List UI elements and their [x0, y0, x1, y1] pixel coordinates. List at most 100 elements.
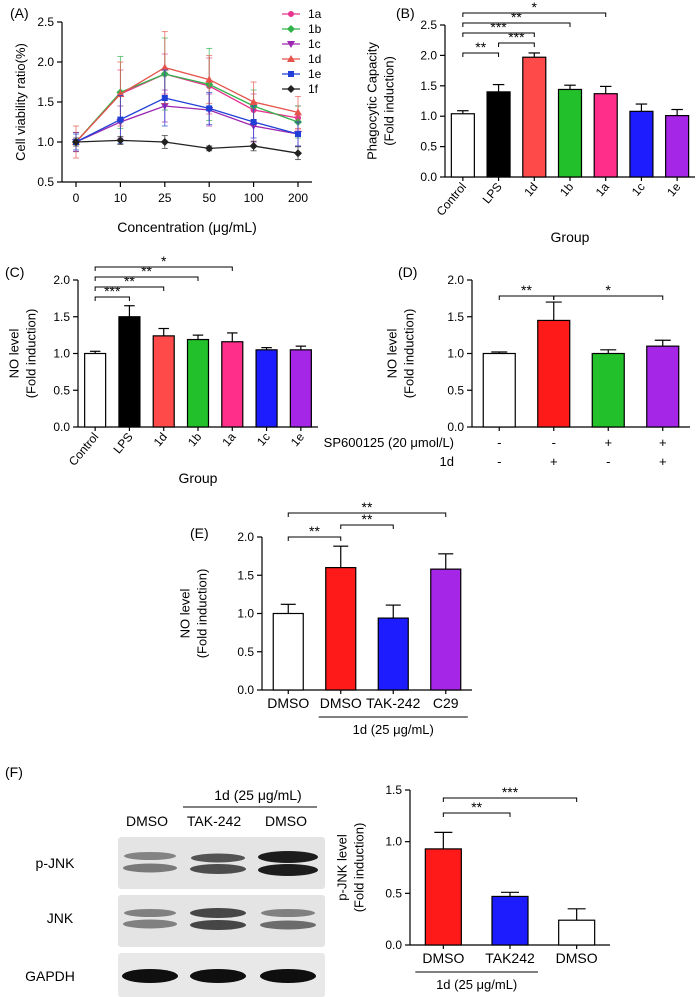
chart-e-bar — [430, 568, 462, 691]
chart-a-point — [72, 138, 80, 146]
chart-a-point — [294, 108, 302, 116]
chart-d-bar — [482, 352, 516, 428]
chart-a-point — [249, 98, 258, 105]
chart-c-sig-label: *** — [104, 283, 121, 299]
chart-a-point — [205, 75, 214, 83]
chart-f-x-tick-label: DMSO — [422, 950, 464, 966]
blot-row-pjnk: p-JNK — [36, 855, 76, 871]
chart-a-legend-label: 1e — [308, 67, 322, 81]
chart-a-y-tick-label: 1.5 — [37, 95, 54, 109]
chart-a-point — [160, 138, 169, 146]
chart-f-x-tick-label: TAK242 — [485, 950, 535, 966]
chart-d-sig-label: ** — [521, 282, 532, 298]
chart-a-point — [160, 63, 169, 71]
chart-c-x-tick-label: 1c — [254, 430, 273, 449]
chart-a-x-tick-label: 0 — [73, 191, 80, 205]
panel-b-bar-chart: (B) 0.0 0.5 1.0 1.5 2.0 2.5 Phagocytic Capacit… — [365, 0, 695, 245]
chart-c-x-tick-label: Control — [66, 430, 102, 469]
panel-label-a: (A) — [10, 5, 29, 21]
chart-b-y-tick-label: 1.0 — [420, 109, 437, 123]
chart-b-bar — [486, 91, 511, 178]
chart-b-sig-label: * — [532, 0, 538, 15]
chart-e-sig-bracket — [287, 512, 447, 517]
chart-a-legend-marker — [287, 41, 295, 48]
chart-a-y-label: Cell viability ratio(%) — [13, 43, 28, 161]
chart-d-y-tick-label: 1.5 — [447, 310, 464, 324]
chart-a-series-line — [75, 66, 299, 143]
chart-c-y-tick-label: 1.5 — [53, 310, 70, 324]
panel-label-d: (D) — [398, 264, 417, 280]
chart-b-bar — [593, 93, 618, 178]
chart-f-sig-bracket — [442, 797, 578, 802]
panel-e-bar-chart: (E) 0.0 0.5 1.0 1.5 2.0 NO level (Fold inducti… — [178, 499, 472, 737]
chart-c-y-tick-label: 0.0 — [53, 420, 70, 434]
chart-f-sig-label: *** — [502, 784, 519, 800]
blot-lane-3: DMSO — [265, 813, 307, 829]
chart-c-bar — [152, 335, 175, 428]
chart-c-x-tick-label: 1d — [151, 430, 170, 449]
chart-f-sig-bracket — [442, 812, 511, 817]
chart-a-x-tick-label: 10 — [114, 191, 128, 205]
chart-d-y-label: (Fold induction) — [402, 309, 417, 399]
chart-a-point — [161, 95, 168, 101]
chart-e-y-tick-label: 1.5 — [237, 568, 254, 582]
chart-d-bar — [646, 345, 680, 428]
chart-d-condition-value: + — [604, 435, 612, 450]
chart-d-bar — [537, 319, 571, 428]
chart-b-sig-bracket — [462, 12, 607, 17]
chart-f-y-tick-label: 0.5 — [385, 886, 402, 900]
chart-e-sig-bracket — [287, 536, 342, 541]
chart-d-condition-value: - — [606, 454, 610, 469]
chart-e-x-tick-label: DMSO — [320, 695, 362, 711]
chart-b-sig-bracket — [498, 42, 535, 47]
chart-e-x-tick-label: TAK-242 — [366, 695, 420, 711]
chart-b-bar — [522, 56, 547, 178]
chart-e-sig-bracket — [340, 524, 394, 529]
chart-b-y-tick-label: 0.5 — [420, 140, 437, 154]
panel-label-f: (F) — [5, 764, 23, 780]
chart-f-group-label: 1d (25 μg/mL) — [436, 977, 517, 992]
chart-d-condition-value: - — [497, 454, 501, 469]
chart-e-bar — [377, 617, 409, 691]
chart-b-bar — [629, 110, 654, 178]
chart-f-y-tick-label: 0.0 — [385, 938, 402, 952]
chart-b-x-tick-label: 1b — [557, 180, 577, 199]
chart-a-x-tick-label: 50 — [203, 191, 217, 205]
chart-b-y-tick-label: 2.0 — [420, 48, 437, 62]
chart-a-legend-marker — [287, 25, 295, 33]
chart-e-x-tick-label: C29 — [433, 695, 459, 711]
chart-c-x-label: Group — [179, 470, 218, 486]
chart-b-bar — [557, 88, 583, 178]
chart-e-sig-label: ** — [362, 499, 373, 515]
chart-d-y-tick-label: 0.5 — [447, 383, 464, 397]
chart-c-sig-label: * — [161, 253, 167, 269]
chart-c-x-tick-label: 1b — [185, 430, 205, 449]
chart-b-y-tick-label: 0.0 — [420, 170, 437, 184]
chart-d-sig-bracket — [553, 295, 664, 300]
chart-a-point — [294, 149, 302, 158]
chart-a-y-tick-label: 2.5 — [37, 15, 54, 29]
chart-b-sig-label: *** — [508, 29, 525, 45]
chart-d-condition-value: + — [659, 435, 667, 450]
chart-c-x-tick-label: 1e — [288, 430, 308, 449]
chart-f-y-tick-label: 1.0 — [385, 835, 402, 849]
chart-c-sig-bracket — [94, 276, 199, 281]
chart-e-group-label: 1d (25 μg/mL) — [353, 722, 434, 737]
chart-c-sig-bracket — [94, 266, 233, 271]
chart-a-series-line — [75, 97, 299, 143]
chart-c-sig-bracket — [94, 286, 165, 291]
chart-b-sig-bracket — [462, 22, 571, 27]
chart-e-y-tick-label: 0.5 — [237, 645, 254, 659]
chart-a-y-tick-label: 0.5 — [37, 175, 54, 189]
chart-c-y-tick-label: 1.0 — [53, 347, 70, 361]
chart-b-bar — [665, 114, 690, 178]
chart-c-bar — [84, 352, 107, 428]
panel-f-bar-chart: 0.0 0.5 1.0 1.5 p-JNK level (Fold induction) D… — [335, 783, 610, 992]
chart-c-bar — [289, 349, 312, 428]
chart-a-series-line — [75, 73, 299, 143]
panel-label-b: (B) — [396, 5, 415, 21]
chart-d-y-tick-label: 1.0 — [447, 347, 464, 361]
chart-f-y-label: (Fold induction) — [352, 823, 367, 913]
chart-c-sig-label: ** — [141, 263, 152, 279]
chart-a-point — [295, 131, 301, 137]
